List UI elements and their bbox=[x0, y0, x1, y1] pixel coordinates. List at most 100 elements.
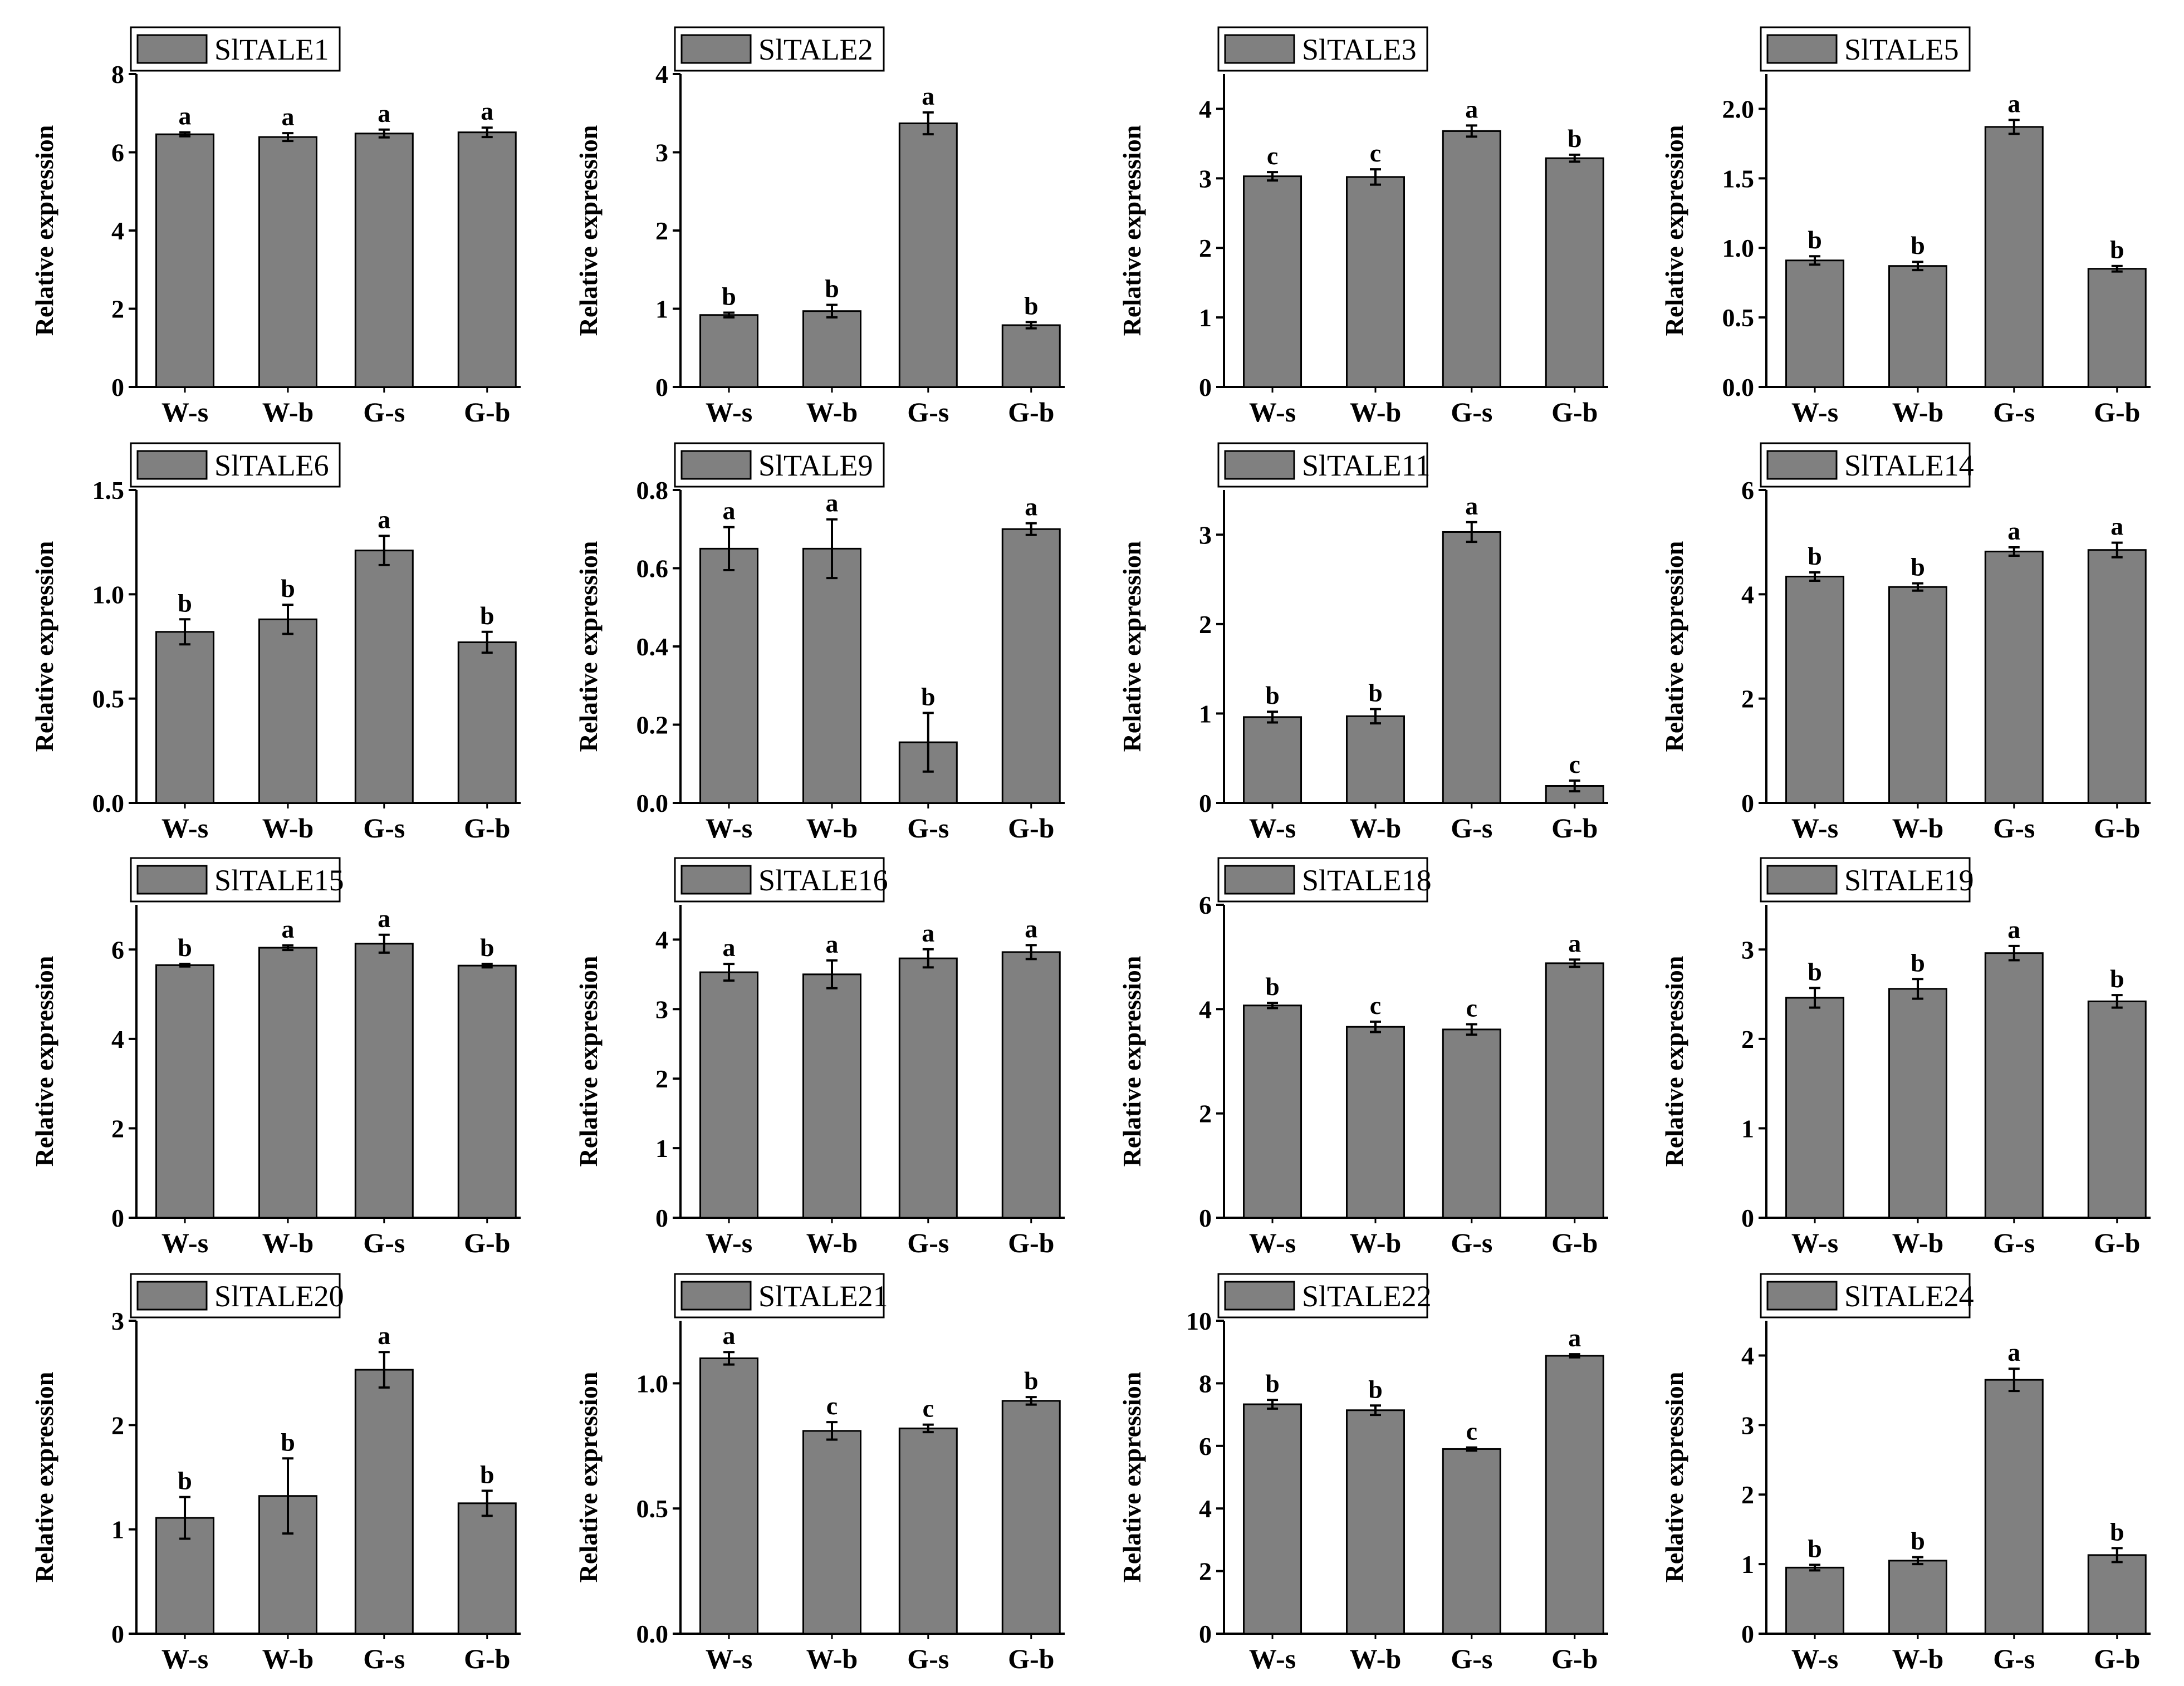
x-tick-label: G-b bbox=[1008, 1643, 1054, 1674]
legend-swatch bbox=[136, 34, 208, 64]
x-tick-label: G-s bbox=[1451, 396, 1492, 428]
bar-g-b bbox=[457, 1502, 517, 1635]
chart-panel-15: 0 2 4 6 8 10 Relative expression b W-s b W-b c G-s a G… bbox=[1118, 1273, 1608, 1674]
x-tick-label: G-b bbox=[1008, 396, 1054, 428]
legend-label: SlTALE19 bbox=[1844, 864, 1974, 897]
x-tick-label: W-b bbox=[1350, 1643, 1402, 1674]
y-tick-label: 4 bbox=[1741, 580, 1754, 609]
y-tick-label: 3 bbox=[655, 995, 668, 1023]
y-tick-label: 2 bbox=[111, 1114, 124, 1143]
bar-w-s bbox=[1243, 716, 1302, 804]
x-tick-label: W-s bbox=[1249, 396, 1296, 428]
chart-panel-11: 0 2 4 6 Relative expression b W-s c W-b c G-s a G-b S… bbox=[1118, 857, 1608, 1258]
bar-g-s bbox=[1442, 1448, 1501, 1635]
bar-w-s bbox=[1243, 175, 1302, 388]
y-tick-label: 10 bbox=[1186, 1307, 1212, 1335]
y-tick-label: 1 bbox=[1741, 1550, 1754, 1579]
bar-w-b bbox=[1346, 176, 1405, 388]
bar-w-s bbox=[699, 1357, 759, 1635]
bar-w-b bbox=[1888, 1560, 1947, 1635]
significance-letter: b bbox=[480, 933, 494, 962]
chart-panel-13: 0 1 2 3 Relative expression b W-s b W-b a G-s b G-b S… bbox=[30, 1273, 521, 1674]
significance-letter: b bbox=[281, 1428, 295, 1456]
y-tick-label: 8 bbox=[1199, 1369, 1212, 1398]
significance-letter: a bbox=[282, 915, 295, 943]
bar-g-s bbox=[354, 1369, 414, 1635]
significance-letter: c bbox=[1466, 1417, 1477, 1445]
x-tick-label: W-s bbox=[1249, 1227, 1296, 1258]
legend-label: SlTALE6 bbox=[214, 449, 329, 482]
bar-g-s bbox=[354, 550, 414, 804]
y-tick-label: 0 bbox=[1741, 1204, 1754, 1232]
bar-w-s bbox=[699, 971, 759, 1219]
y-tick-label: 1.0 bbox=[92, 580, 125, 609]
bar-w-b bbox=[802, 310, 861, 388]
bar-g-s bbox=[1984, 952, 2044, 1219]
y-tick-label: 6 bbox=[1199, 1432, 1212, 1460]
significance-letter: b bbox=[1808, 226, 1822, 254]
significance-letter: a bbox=[2007, 915, 2020, 944]
significance-letter: b bbox=[1911, 948, 1925, 977]
significance-letter: b bbox=[1808, 1534, 1822, 1562]
legend-swatch bbox=[1224, 865, 1295, 895]
y-tick-label: 2 bbox=[1199, 234, 1212, 262]
y-tick-label: 1.5 bbox=[92, 476, 125, 504]
bar-g-s bbox=[898, 122, 958, 388]
y-tick-label: 0 bbox=[1199, 373, 1212, 401]
y-tick-label: 0.0 bbox=[1722, 373, 1755, 401]
x-tick-label: G-s bbox=[1993, 1643, 2035, 1674]
x-tick-label: W-s bbox=[161, 812, 208, 844]
legend-label: SlTALE16 bbox=[758, 864, 888, 897]
legend-label: SlTALE24 bbox=[1844, 1280, 1974, 1313]
legend-swatch bbox=[1224, 34, 1295, 64]
significance-letter: a bbox=[2007, 517, 2020, 545]
chart-panel-7: 0 1 2 3 Relative expression b W-s b W-b a G-s c G-b S… bbox=[1118, 442, 1608, 844]
x-tick-label: W-b bbox=[1892, 812, 1944, 844]
legend-swatch bbox=[1766, 1281, 1838, 1311]
y-tick-label: 0.0 bbox=[92, 789, 125, 817]
significance-letter: b bbox=[1265, 681, 1280, 709]
bar-w-b bbox=[1346, 1026, 1405, 1219]
y-tick-label: 8 bbox=[111, 60, 124, 89]
significance-letter: a bbox=[922, 919, 934, 947]
y-tick-label: 2 bbox=[655, 1065, 668, 1093]
significance-letter: a bbox=[922, 82, 934, 110]
y-tick-label: 0.8 bbox=[636, 476, 669, 504]
bar-g-b bbox=[1001, 324, 1061, 388]
significance-letter: c bbox=[1569, 750, 1580, 778]
bar-g-s bbox=[1442, 531, 1501, 804]
legend-swatch bbox=[1766, 34, 1838, 64]
y-tick-label: 2 bbox=[1199, 1557, 1212, 1586]
y-tick-label: 2.0 bbox=[1722, 95, 1755, 123]
y-tick-label: 0.4 bbox=[636, 633, 669, 661]
x-tick-label: W-s bbox=[1791, 1227, 1838, 1258]
y-axis-title: Relative expression bbox=[574, 541, 603, 752]
y-tick-label: 3 bbox=[1199, 164, 1212, 193]
legend-label: SlTALE15 bbox=[214, 864, 344, 897]
significance-letter: a bbox=[2110, 512, 2123, 541]
bar-g-s bbox=[354, 943, 414, 1219]
legend-label: SlTALE2 bbox=[758, 33, 873, 66]
chart-panel-14: 0.0 0.5 1.0 Relative expression a W-s c W-b c G-s… bbox=[574, 1273, 1065, 1674]
bar-g-s bbox=[1984, 1379, 2044, 1635]
y-axis-title: Relative expression bbox=[574, 125, 603, 336]
x-tick-label: W-b bbox=[262, 1227, 314, 1258]
bar-g-s bbox=[1984, 126, 2044, 388]
chart-panel-8: 0 2 4 6 Relative expression b W-s b W-b a G-s a G-b S… bbox=[1660, 442, 2151, 844]
significance-letter: b bbox=[1265, 1369, 1280, 1398]
y-tick-label: 1.5 bbox=[1722, 164, 1755, 193]
significance-letter: b bbox=[1368, 1375, 1383, 1403]
y-axis-title: Relative expression bbox=[30, 956, 58, 1167]
bar-g-s bbox=[1442, 130, 1501, 388]
y-tick-label: 4 bbox=[1741, 1341, 1754, 1370]
significance-letter: b bbox=[1024, 1366, 1039, 1395]
bar-w-s bbox=[699, 547, 759, 804]
bar-g-b bbox=[2087, 1554, 2147, 1635]
chart-panel-9: 0 2 4 6 Relative expression b W-s a W-b a G-s b G-b S… bbox=[30, 857, 521, 1258]
y-tick-label: 1 bbox=[1199, 699, 1212, 728]
legend-swatch bbox=[680, 1281, 752, 1311]
significance-letter: a bbox=[826, 930, 839, 958]
y-axis-title: Relative expression bbox=[1660, 1372, 1688, 1583]
x-tick-label: W-b bbox=[806, 812, 858, 844]
bar-g-b bbox=[2087, 549, 2147, 804]
